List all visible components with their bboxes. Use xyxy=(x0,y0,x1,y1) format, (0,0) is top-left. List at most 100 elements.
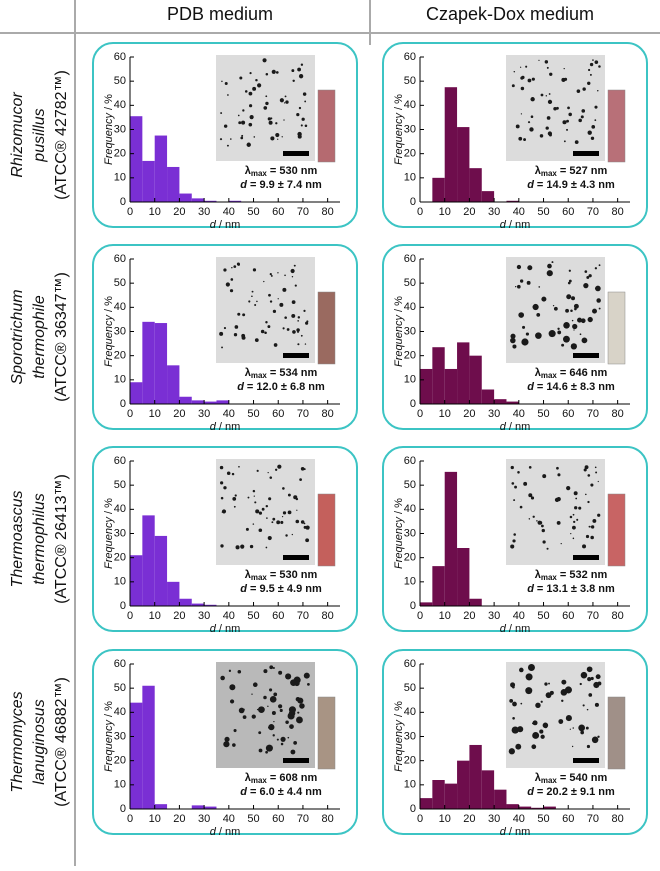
particle xyxy=(536,520,538,522)
particle xyxy=(230,138,232,140)
particle xyxy=(223,486,227,490)
particle xyxy=(598,307,601,310)
particle xyxy=(277,464,282,469)
bar xyxy=(457,127,470,202)
particle xyxy=(258,706,265,714)
particle xyxy=(265,504,269,508)
particle xyxy=(562,120,567,125)
particle xyxy=(580,730,585,735)
particle xyxy=(265,546,268,549)
x-tick-label: 70 xyxy=(297,206,309,218)
particle xyxy=(511,84,515,88)
bar xyxy=(191,198,205,202)
lambda-value: = 540 nm xyxy=(560,772,608,784)
particle xyxy=(594,702,599,707)
particle xyxy=(598,264,601,267)
particle xyxy=(574,506,578,510)
bar xyxy=(506,200,519,202)
y-label-unit: / % xyxy=(393,701,405,717)
particle xyxy=(598,65,601,68)
particle xyxy=(511,726,519,734)
particle xyxy=(582,87,586,91)
particle xyxy=(575,497,578,500)
particle xyxy=(272,517,276,521)
bar xyxy=(167,166,180,202)
y-tick-label: 50 xyxy=(404,75,416,87)
lambda-max: λmax = 530 nm xyxy=(245,569,318,582)
particle xyxy=(572,537,575,540)
particle xyxy=(276,520,281,525)
bar xyxy=(154,135,168,202)
row-label: Thermoascus xyxy=(9,491,26,588)
particle xyxy=(220,112,223,115)
particle xyxy=(296,716,303,724)
particle xyxy=(508,748,515,755)
particle xyxy=(567,106,570,110)
particle xyxy=(532,303,539,311)
lambda-max: λmax = 527 nm xyxy=(535,165,608,178)
x-axis-label: d / nm xyxy=(500,421,531,433)
scale-bar xyxy=(283,758,309,763)
particle xyxy=(297,711,300,714)
x-tick-label: 40 xyxy=(513,408,525,420)
particle xyxy=(586,744,591,749)
y-tick-label: 30 xyxy=(404,527,416,539)
particle xyxy=(307,683,310,686)
particle xyxy=(224,736,230,742)
particle xyxy=(294,284,297,287)
particle xyxy=(541,528,545,533)
particle xyxy=(269,300,273,303)
particle xyxy=(595,471,598,474)
particle xyxy=(510,333,516,339)
particle xyxy=(583,468,587,472)
particle xyxy=(280,520,284,524)
particle xyxy=(595,285,601,292)
panel-frame xyxy=(382,244,648,430)
particle xyxy=(258,731,262,735)
y-tick-label: 10 xyxy=(404,374,416,386)
particle xyxy=(529,667,532,670)
panel-frame xyxy=(382,446,648,632)
particle xyxy=(561,699,564,703)
particle xyxy=(586,708,589,711)
particle xyxy=(305,538,310,543)
particle xyxy=(546,270,553,277)
mean-size: d = 9.9 ± 7.4 nm xyxy=(240,179,322,191)
vial xyxy=(607,493,626,567)
particle xyxy=(254,303,257,306)
particle xyxy=(249,115,254,120)
y-tick-label: 10 xyxy=(114,779,126,791)
particle xyxy=(291,276,294,278)
x-axis-label: d / nm xyxy=(500,623,531,635)
particle xyxy=(233,265,237,268)
particle xyxy=(578,118,582,123)
vial xyxy=(607,696,626,770)
size-value: = 20.2 ± 9.1 nm xyxy=(537,786,615,798)
x-tick-label: 20 xyxy=(463,206,475,218)
particle xyxy=(594,119,597,122)
y-tick-label: 0 xyxy=(120,803,126,815)
x-tick-label: 80 xyxy=(322,610,334,622)
x-tick-label: 20 xyxy=(173,206,185,218)
bar xyxy=(228,200,242,202)
particle xyxy=(284,316,287,319)
x-tick-label: 20 xyxy=(173,813,185,825)
particle xyxy=(527,78,532,83)
y-tick-label: 60 xyxy=(114,658,126,670)
particle xyxy=(572,323,578,330)
particle xyxy=(596,298,601,303)
lambda-value: = 532 nm xyxy=(560,569,608,581)
bar xyxy=(130,116,143,202)
particle xyxy=(584,270,588,273)
particle xyxy=(586,276,590,279)
x-tick-label: 70 xyxy=(587,408,599,420)
particle xyxy=(220,544,224,548)
particle xyxy=(300,124,303,127)
particle xyxy=(572,513,575,516)
x-tick-label: 20 xyxy=(173,408,185,420)
particle xyxy=(514,485,517,489)
particle xyxy=(525,673,533,681)
x-tick-label: 30 xyxy=(488,813,500,825)
particle xyxy=(297,320,299,322)
